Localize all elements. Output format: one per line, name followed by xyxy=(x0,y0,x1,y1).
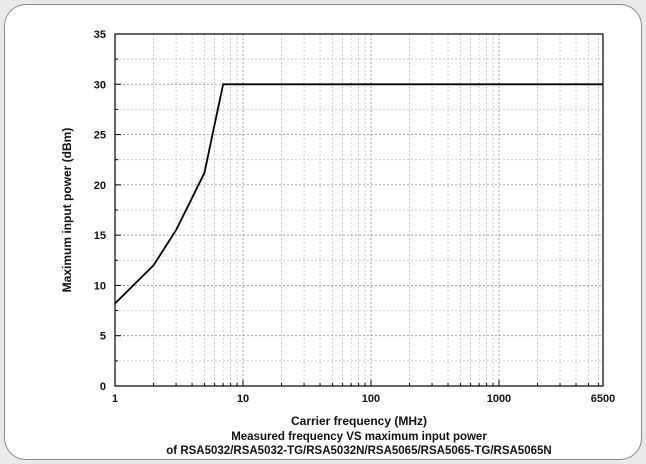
x-tick-label: 6500 xyxy=(591,393,615,405)
x-tick-label: 100 xyxy=(362,393,380,405)
tick-labels: 1 10 100 1000 6500 0 5 10 15 20 25 30 35 xyxy=(94,29,615,405)
y-tick-label: 25 xyxy=(94,130,106,142)
x-tick-label: 1000 xyxy=(487,393,511,405)
y-tick-label: 20 xyxy=(94,180,106,192)
chart: 1 10 100 1000 6500 0 5 10 15 20 25 30 35 Carrier fre… xyxy=(60,29,615,457)
series-line xyxy=(114,83,603,305)
grid xyxy=(115,34,603,386)
x-tick-label: 1 xyxy=(112,393,118,405)
caption-line-2: of RSA5032/RSA5032-TG/RSA5032N/RSA5065/R… xyxy=(166,445,551,457)
x-tick-label: 10 xyxy=(237,393,249,405)
y-tick-label: 5 xyxy=(100,331,106,343)
y-tick-label: 10 xyxy=(94,280,106,292)
y-axis-title: Maximum input power (dBm) xyxy=(60,128,74,293)
y-tick-label: 30 xyxy=(94,79,106,91)
figure-card: 1 10 100 1000 6500 0 5 10 15 20 25 30 35 Carrier fre… xyxy=(4,4,642,460)
y-tick-label: 0 xyxy=(100,381,106,393)
x-axis-title: Carrier frequency (MHz) xyxy=(291,414,427,428)
caption-line-1: Measured frequency VS maximum input powe… xyxy=(231,431,487,443)
y-tick-label: 35 xyxy=(94,29,106,41)
ticks xyxy=(115,33,600,387)
y-tick-label: 15 xyxy=(94,230,106,242)
